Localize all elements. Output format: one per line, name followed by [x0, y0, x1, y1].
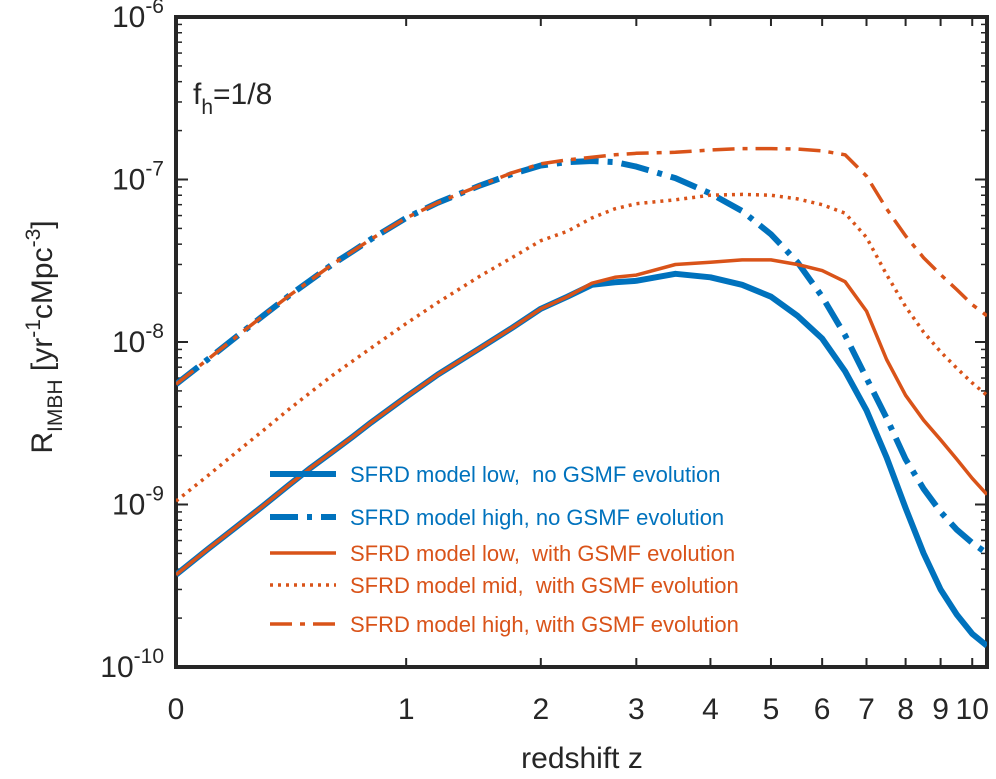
legend: SFRD model low, no GSMF evolution SFRD mo…: [270, 462, 739, 637]
x-tick-label: 1: [398, 693, 415, 726]
series-line-3: [176, 258, 987, 577]
legend-label-3: SFRD model low, with GSMF evolution: [350, 541, 735, 566]
x-tick-label: 2: [532, 693, 549, 726]
x-axis-label: redshift z: [521, 742, 643, 775]
series-line-2: [176, 158, 987, 556]
y-tick-label: 10-10: [100, 645, 164, 684]
x-tick-label: 0: [168, 693, 185, 726]
x-tick-label: 10: [956, 693, 989, 726]
y-axis-label: RIMBH [yr-1cMpc-3]: [22, 220, 67, 453]
y-tick-label: 10-8: [112, 320, 164, 359]
x-tick-label: 9: [932, 693, 949, 726]
x-tick-label: 3: [628, 693, 645, 726]
y-tick-label: 10-9: [112, 483, 164, 522]
legend-label-4: SFRD model mid, with GSMF evolution: [350, 573, 739, 598]
legend-label-1: SFRD model low, no GSMF evolution: [350, 462, 720, 487]
series-line-4: [176, 192, 987, 503]
y-tick-label: 10-7: [112, 158, 164, 197]
series-group: [176, 146, 987, 649]
x-tick-label: 8: [897, 693, 914, 726]
x-tick-label: 4: [702, 693, 719, 726]
plot-frame: [174, 15, 989, 669]
x-tick-label: 6: [814, 693, 831, 726]
fh-annotation: fh=1/8: [193, 78, 272, 119]
series-line-5: [176, 146, 987, 386]
y-tick-label: 10-6: [112, 0, 164, 34]
x-tick-label: 5: [763, 693, 780, 726]
legend-label-2: SFRD model high, no GSMF evolution: [350, 505, 724, 530]
legend-label-5: SFRD model high, with GSMF evolution: [350, 612, 739, 637]
axes: 0 1 2 3 4 5 6 7 8 9 10 10-10 10-9 10-8 10-7 10-6: [100, 0, 989, 726]
x-tick-label: 7: [858, 693, 875, 726]
